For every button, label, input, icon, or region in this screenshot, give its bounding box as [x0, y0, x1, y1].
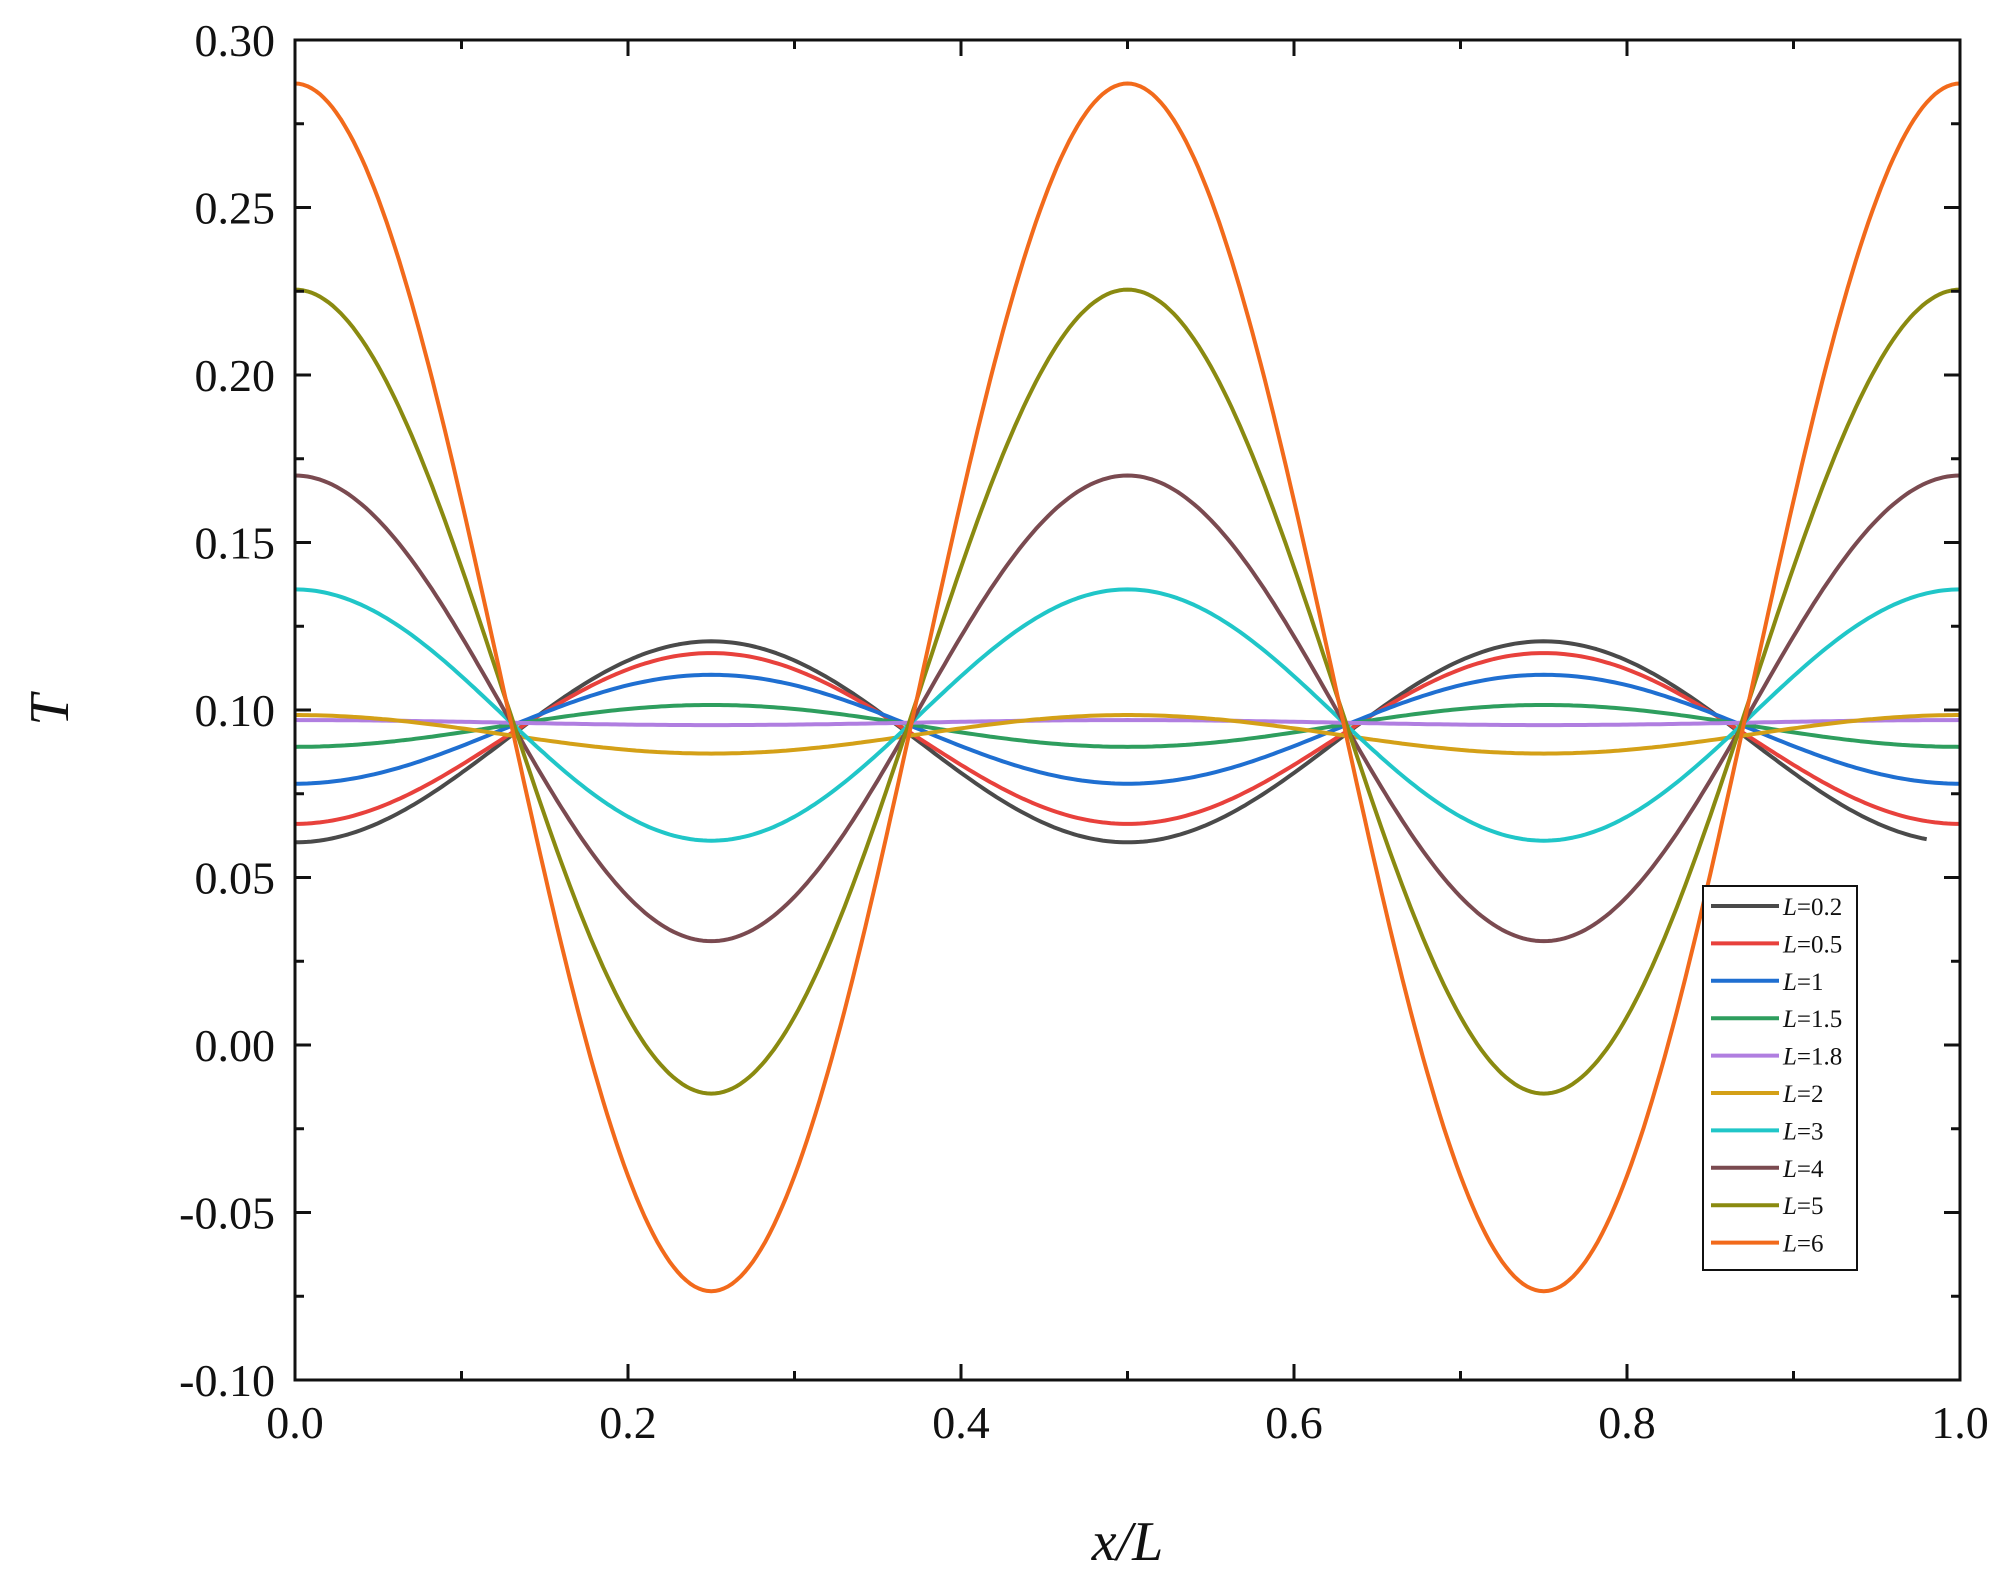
series-line-0	[295, 639, 1928, 845]
y-axis-title: T	[19, 691, 81, 726]
legend-label: L=2	[1782, 1081, 1824, 1108]
x-tick-label: 0.6	[1265, 1397, 1323, 1448]
series-line-4	[294, 718, 1961, 728]
series-line-8	[294, 287, 1961, 1096]
series-line-5	[295, 713, 1960, 756]
series-line-1	[295, 651, 1960, 826]
tick-labels-layer: 0.0 0.2 0.4 0.6 0.8 1.0 -0.10 -0.05 0.00 0.05 0.10…	[179, 15, 1989, 1448]
x-tick-label: 0.8	[1598, 1397, 1656, 1448]
legend-label: L=0.5	[1782, 931, 1842, 958]
legend-label: L=6	[1782, 1231, 1824, 1258]
y-tick-label: 0.05	[195, 853, 276, 904]
legend-label: L=1.5	[1782, 1006, 1842, 1033]
series-line-7	[294, 473, 1961, 944]
legend-label: L=1.8	[1782, 1044, 1842, 1071]
x-tick-label: 0.4	[932, 1397, 990, 1448]
y-tick-label: -0.05	[179, 1188, 275, 1239]
x-tick-label: 0.2	[599, 1397, 657, 1448]
ticks-layer	[293, 38, 1962, 1382]
x-tick-label: 0.0	[266, 1397, 324, 1448]
legend-label: L=3	[1782, 1118, 1824, 1145]
y-tick-label: 0.10	[195, 685, 276, 736]
y-tick-label: 0.15	[195, 518, 276, 569]
series-line-3	[294, 703, 1961, 749]
y-tick-label: 0.00	[195, 1020, 276, 1071]
series-line-9	[294, 81, 1961, 1294]
y-tick-label: -0.10	[179, 1355, 275, 1406]
legend-label: L=0.2	[1782, 894, 1842, 921]
legend-label: L=5	[1782, 1193, 1824, 1220]
series-line-2	[295, 672, 1960, 786]
legend-label: L=4	[1782, 1156, 1824, 1183]
x-tick-label: 1.0	[1931, 1397, 1989, 1448]
x-axis-title: x/L	[1091, 1511, 1164, 1573]
legend: L=0.2 L=0.5 L=1 L=1.5 L=1.8 L=2 L=3 L=4 L=5 L=6	[1702, 885, 1858, 1271]
series-line-6	[294, 587, 1961, 843]
legend-label: L=1	[1782, 969, 1824, 996]
y-tick-label: 0.30	[195, 15, 276, 66]
series-layer	[294, 81, 1961, 1294]
y-tick-label: 0.25	[195, 183, 276, 234]
y-tick-label: 0.20	[195, 350, 276, 401]
